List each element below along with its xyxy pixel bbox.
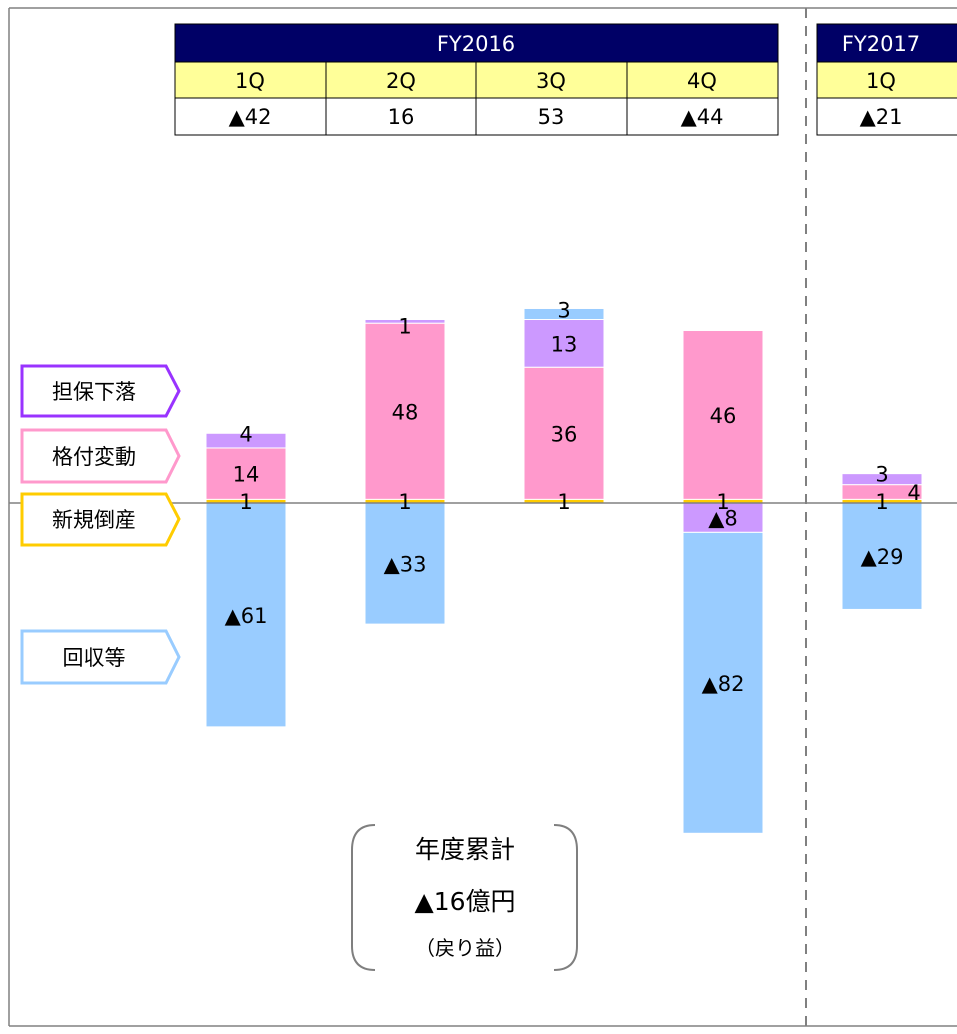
- bar-label-recovery-3: 3: [557, 298, 570, 322]
- legend-label-collateral: 担保下落: [52, 380, 136, 404]
- bars-group: [205, 307, 923, 834]
- bar-recovery-2: [364, 502, 446, 625]
- v-label-4: ▲44: [681, 105, 724, 129]
- bar-collateral-2: [364, 319, 446, 324]
- bar-recovery-5: [841, 502, 923, 610]
- legend: 担保下落 格付変動 新規倒産 回収等: [20, 364, 181, 685]
- bar-label-bankruptcy-5: 1: [875, 490, 888, 514]
- bar-rating-3: [523, 366, 605, 500]
- bar-label-collateral-4: ▲8: [708, 507, 738, 531]
- bar-rating-2: [364, 322, 446, 500]
- bar-label-collateral-3: 13: [551, 332, 578, 356]
- bar-label-rating-3: 36: [551, 422, 578, 446]
- bar-label-bankruptcy-1: 1: [239, 490, 252, 514]
- bar-label-bankruptcy-2: 1: [398, 490, 411, 514]
- bar-collateral-1: [205, 432, 287, 449]
- q-cell-4: [626, 61, 779, 99]
- v-cell-4: [626, 97, 779, 136]
- q-label-1: 1Q: [235, 69, 265, 93]
- q-cell-3: [475, 61, 628, 99]
- callout-title: 年度累計: [415, 835, 515, 864]
- bar-recovery-4: [682, 531, 764, 834]
- bar-label-recovery-2: ▲33: [384, 553, 427, 577]
- v-label-1: ▲42: [229, 105, 272, 129]
- q17-label-1: 1Q: [866, 69, 896, 93]
- annual-total-callout: 年度累計 ▲16億円 （戻り益）: [351, 824, 578, 971]
- v17-label-1: ▲21: [860, 105, 903, 129]
- callout-bracket-left: [351, 824, 376, 971]
- fy2016-table: FY2016 1Q 2Q 3Q 4Q ▲42 16 53 ▲44: [174, 23, 779, 136]
- legend-label-rating: 格付変動: [52, 445, 136, 469]
- fy2017-header-label: FY2017: [842, 32, 920, 56]
- fy2017-table: FY2017 1Q ▲21: [816, 23, 957, 136]
- legend-item-recovery: 回収等: [20, 629, 181, 685]
- bar-label-recovery-1: ▲61: [225, 604, 268, 628]
- legend-arrow-rating: [20, 428, 181, 484]
- bar-label-recovery-5: ▲29: [861, 545, 904, 569]
- fy2016-header-cell: [174, 23, 779, 63]
- bar-collateral-3: [523, 319, 605, 368]
- legend-label-bankruptcy: 新規倒産: [52, 508, 136, 532]
- legend-item-rating: 格付変動: [20, 428, 181, 484]
- v17-cell-1: [816, 97, 957, 136]
- bar-label-collateral-5: 3: [875, 463, 888, 487]
- bar-label-collateral-1: 4: [239, 422, 252, 446]
- v-cell-1: [174, 97, 327, 136]
- callout-note: （戻り益）: [415, 936, 515, 960]
- bar-label-rating-2: 48: [392, 400, 419, 424]
- q-cell-2: [325, 61, 477, 99]
- callout-bracket-right: [553, 824, 578, 971]
- bar-label-bankruptcy-4: 1: [716, 490, 729, 514]
- bar-label-rating-4: 46: [710, 404, 737, 428]
- bar-label-recovery-4: ▲82: [702, 672, 745, 696]
- fy2016-header-label: FY2016: [437, 32, 515, 56]
- legend-arrow-recovery: [20, 629, 181, 685]
- callout-amount: ▲16億円: [414, 887, 515, 916]
- bar-recovery-1: [205, 502, 287, 728]
- bar-rating-1: [205, 447, 287, 500]
- bar-label-collateral-2: 1: [398, 315, 411, 339]
- legend-arrow-collateral: [20, 364, 181, 418]
- bar-collateral-5: [841, 473, 923, 486]
- bar-label-rating-1: 14: [233, 463, 260, 487]
- q-label-4: 4Q: [687, 69, 717, 93]
- v-label-2: 16: [388, 105, 415, 129]
- q17-cell-1: [816, 61, 957, 99]
- legend-label-recovery: 回収等: [63, 646, 126, 670]
- bar-label-rating-5: 4: [907, 481, 920, 505]
- legend-arrow-bankruptcy: [20, 492, 181, 547]
- q-label-2: 2Q: [386, 69, 416, 93]
- q-label-3: 3Q: [536, 69, 566, 93]
- bar-label-bankruptcy-3: 1: [557, 490, 570, 514]
- legend-item-collateral: 担保下落: [20, 364, 181, 418]
- bar-recovery-3: [523, 307, 605, 320]
- v-label-3: 53: [538, 105, 565, 129]
- bar-rating-4: [682, 330, 764, 500]
- legend-item-bankruptcy: 新規倒産: [20, 492, 181, 547]
